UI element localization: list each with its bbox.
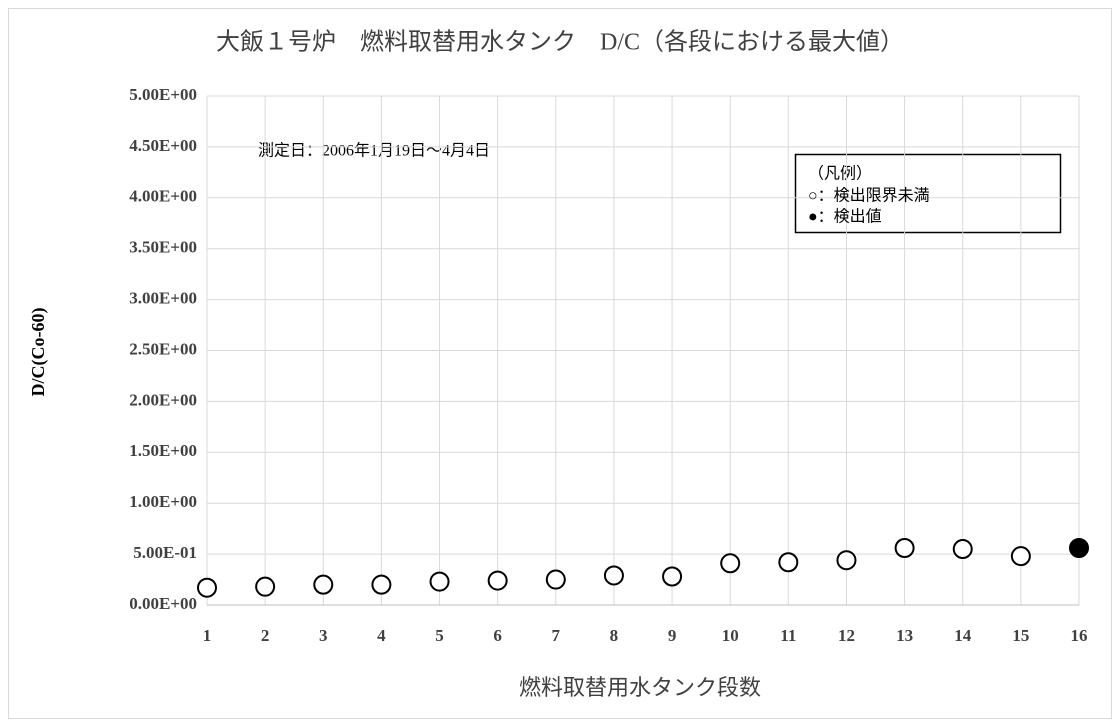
point	[429, 571, 450, 592]
y-axis-label: D/C(Co-60)	[28, 308, 49, 397]
point	[371, 574, 392, 595]
y-tick-label: 2.50E+00	[129, 339, 197, 358]
point	[1010, 546, 1031, 567]
point	[836, 550, 857, 571]
point	[603, 565, 624, 586]
point	[197, 577, 217, 598]
y-tick-label: 4.00E+00	[129, 187, 197, 206]
x-tick-label: 8	[610, 626, 619, 645]
point	[487, 570, 508, 591]
x-axis-label: 燃料取替用水タンク段数	[519, 675, 761, 700]
x-tick-label: 3	[319, 626, 328, 645]
point	[952, 539, 973, 560]
point	[720, 553, 741, 574]
x-tick-label: 6	[493, 626, 502, 645]
y-tick-label: 1.00E+00	[129, 492, 197, 511]
y-tick-label: 5.00E-01	[133, 543, 197, 562]
legend-title: （凡例）	[808, 165, 872, 183]
y-tick-label: 0.00E+00	[129, 594, 197, 613]
x-tick-label: 7	[552, 626, 561, 645]
x-tick-label: 11	[780, 626, 796, 645]
point	[545, 569, 566, 590]
x-tick-label: 4	[377, 626, 386, 645]
point	[1069, 537, 1089, 558]
x-tick-label: 10	[722, 626, 739, 645]
y-tick-label: 4.50E+00	[129, 136, 197, 155]
y-tick-label: 3.00E+00	[129, 289, 197, 308]
x-tick-label: 1	[203, 626, 212, 645]
x-tick-label: 15	[1012, 626, 1029, 645]
point	[778, 552, 799, 573]
point	[255, 576, 276, 597]
legend-box	[794, 153, 1062, 234]
y-tick-label: 1.50E+00	[129, 441, 197, 460]
y-tick-label: 2.00E+00	[129, 390, 197, 409]
x-tick-label: 16	[1071, 626, 1088, 645]
point	[894, 537, 915, 558]
legend-entry: ●：検出値	[808, 208, 882, 226]
y-tick-label: 3.50E+00	[129, 238, 197, 257]
annotation: 測定日：2006年1月19日～4月4日	[258, 142, 490, 160]
chart-border	[8, 8, 1112, 719]
x-tick-label: 2	[261, 626, 270, 645]
x-tick-label: 14	[954, 626, 972, 645]
x-tick-label: 9	[668, 626, 677, 645]
point	[313, 574, 334, 595]
x-tick-label: 5	[435, 626, 444, 645]
x-tick-label: 12	[838, 626, 855, 645]
legend-entry: ○：検出限界未満	[808, 187, 930, 205]
x-tick-label: 13	[896, 626, 913, 645]
chart-title: 大飯１号炉 燃料取替用水タンク D/C（各段における最大値）	[216, 29, 904, 56]
point	[662, 566, 683, 587]
y-tick-label: 5.00E+00	[129, 85, 197, 104]
